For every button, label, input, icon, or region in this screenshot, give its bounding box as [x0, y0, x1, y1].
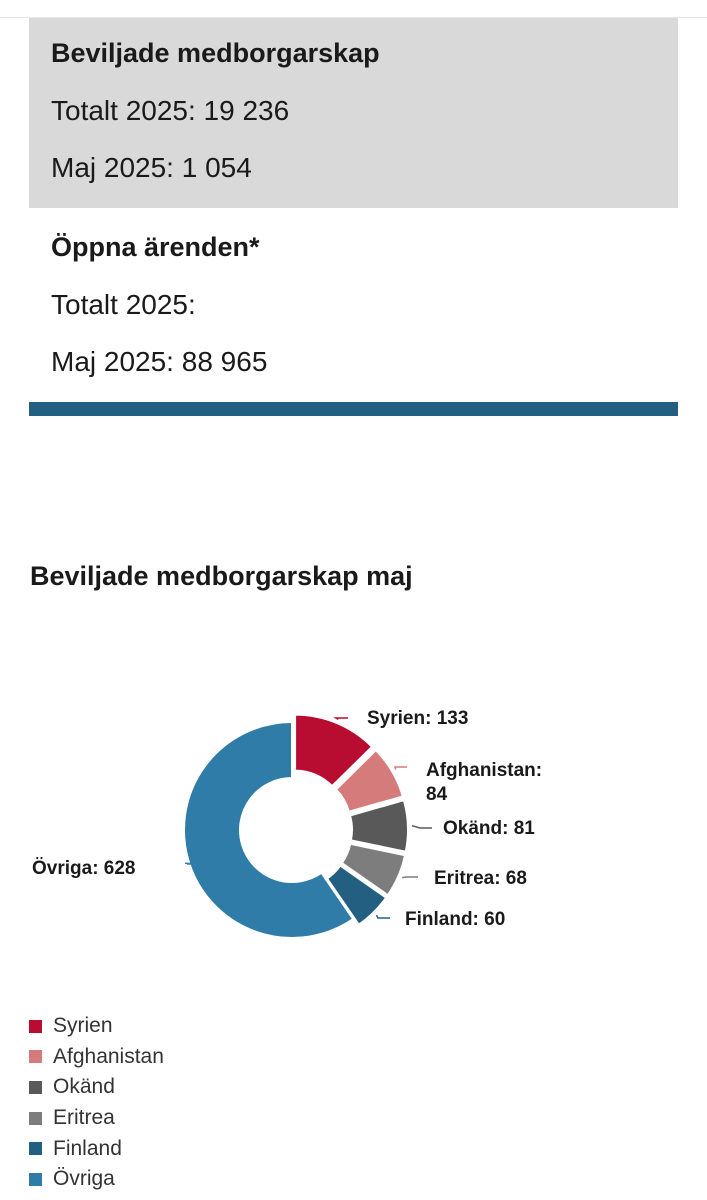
granted-citizenship-box: Beviljade medborgarskap Totalt 2025: 19 … — [29, 18, 678, 208]
connector-afghanistan — [394, 766, 407, 770]
connector-ovriga — [184, 862, 200, 865]
accent-bar — [29, 402, 678, 416]
legend-item-eritrea[interactable]: Eritrea — [29, 1103, 429, 1134]
data-label-eritrea: Eritrea: 68 — [434, 868, 527, 889]
legend-item-syrien[interactable]: Syrien — [29, 1011, 429, 1042]
data-label-afghanistan: Afghanistan: 84 — [426, 760, 542, 805]
legend-swatch-okand — [29, 1080, 42, 1094]
granted-total-line: Totalt 2025: 19 236 — [51, 95, 290, 126]
legend-item-afghanistan[interactable]: Afghanistan — [29, 1042, 429, 1073]
donut-chart: Syrien: 133 Afghanistan: 84 Okänd: 81 Eritre… — [32, 708, 542, 939]
legend-label-afghanistan: Afghanistan — [53, 1044, 164, 1068]
slice-ovriga[interactable] — [183, 720, 355, 939]
legend-swatch-afghanistan — [29, 1050, 42, 1064]
open-box-title: Öppna ärenden* — [51, 232, 260, 262]
slice-syrien[interactable] — [294, 713, 374, 788]
data-label-ovriga: Övriga: 628 — [32, 858, 136, 879]
legend-item-ovriga[interactable]: Övriga — [29, 1164, 429, 1195]
legend-label-ovriga: Övriga — [53, 1167, 115, 1191]
data-label-finland: Finland: 60 — [405, 909, 505, 930]
legend-label-eritrea: Eritrea — [53, 1106, 115, 1130]
connector-syrien — [333, 717, 348, 720]
connector-finland — [375, 914, 390, 919]
legend-swatch-finland — [29, 1142, 42, 1156]
legend-label-syrien: Syrien — [53, 1014, 113, 1038]
chart-title: Beviljade medborgarskap maj — [30, 561, 413, 591]
open-cases-box: Öppna ärenden* Totalt 2025: Maj 2025: 88… — [29, 208, 678, 402]
slice-afghanistan[interactable] — [334, 748, 405, 813]
slice-finland[interactable] — [325, 864, 388, 927]
legend-swatch-eritrea — [29, 1111, 42, 1125]
slice-okand[interactable] — [348, 798, 409, 853]
open-month-line: Maj 2025: 88 965 — [51, 346, 268, 377]
top-divider — [0, 17, 707, 18]
legend-swatch-syrien — [29, 1019, 42, 1033]
data-label-syrien: Syrien: 133 — [367, 708, 468, 729]
legend-label-finland: Finland — [53, 1136, 122, 1160]
data-label-okand: Okänd: 81 — [443, 818, 535, 839]
legend-item-okand[interactable]: Okänd — [29, 1072, 429, 1103]
granted-month-line: Maj 2025: 1 054 — [51, 152, 252, 183]
connector-okand — [411, 824, 432, 829]
slice-eritrea[interactable] — [340, 842, 407, 897]
legend-item-finland[interactable]: Finland — [29, 1133, 429, 1164]
chart-legend: Syrien Afghanistan Okänd Eritrea Finland Övri… — [29, 1011, 429, 1195]
legend-swatch-ovriga — [29, 1172, 42, 1186]
connector-eritrea — [402, 876, 418, 879]
granted-box-title: Beviljade medborgarskap — [51, 38, 380, 68]
legend-label-okand: Okänd — [53, 1075, 115, 1099]
open-total-line: Totalt 2025: — [51, 289, 196, 320]
